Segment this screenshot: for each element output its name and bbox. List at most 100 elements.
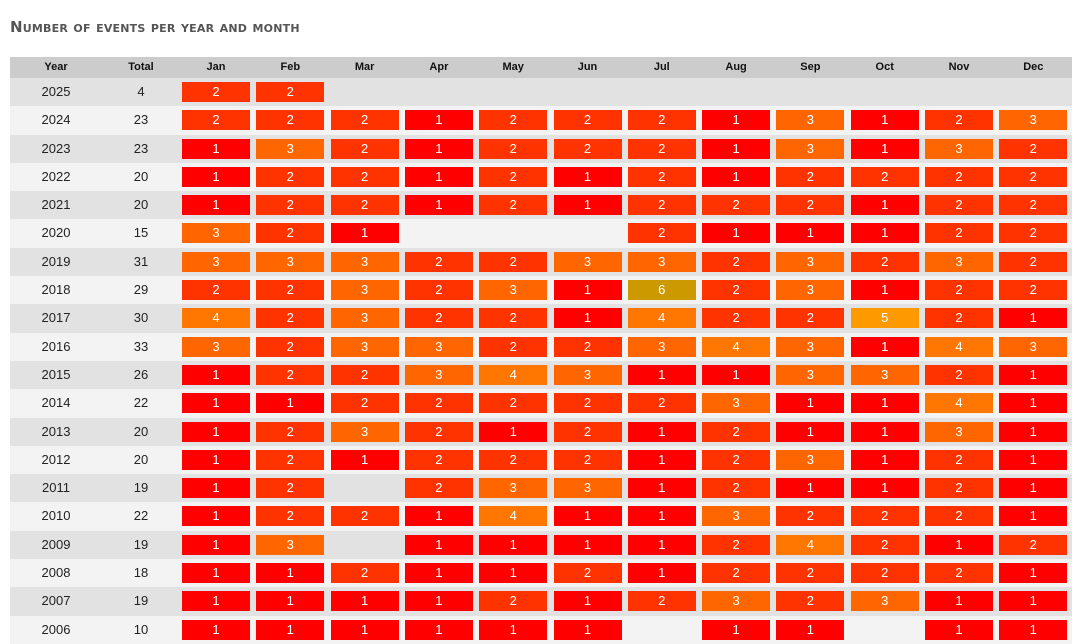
event-count-cell[interactable]: 2	[702, 251, 771, 272]
event-count-cell[interactable]: 2	[850, 534, 919, 555]
event-count-cell[interactable]: 2	[256, 336, 325, 357]
event-count-cell[interactable]: 1	[999, 364, 1068, 385]
event-count-cell[interactable]: 2	[553, 336, 622, 357]
event-count-cell[interactable]: 3	[182, 336, 250, 357]
event-count-cell[interactable]: 1	[999, 393, 1068, 414]
event-count-cell[interactable]: 1	[182, 393, 250, 414]
event-count-cell[interactable]: 6	[627, 280, 696, 301]
event-count-cell[interactable]: 2	[479, 251, 548, 272]
event-count-cell[interactable]: 1	[627, 478, 696, 499]
event-count-cell[interactable]: 3	[925, 251, 993, 272]
event-count-cell[interactable]: 1	[404, 110, 473, 131]
event-count-cell[interactable]: 2	[256, 478, 325, 499]
event-count-cell[interactable]: 2	[999, 195, 1068, 216]
event-count-cell[interactable]: 1	[925, 591, 993, 612]
event-count-cell[interactable]: 1	[256, 619, 325, 640]
event-count-cell[interactable]: 1	[776, 223, 845, 244]
event-count-cell[interactable]: 1	[776, 619, 845, 640]
event-count-cell[interactable]: 4	[182, 308, 250, 329]
event-count-cell[interactable]: 4	[479, 506, 548, 527]
event-count-cell[interactable]: 1	[553, 534, 622, 555]
event-count-cell[interactable]: 2	[925, 563, 993, 584]
event-count-cell[interactable]: 2	[330, 563, 399, 584]
event-count-cell[interactable]: 2	[627, 110, 696, 131]
event-count-cell[interactable]: 1	[776, 421, 845, 442]
event-count-cell[interactable]: 2	[999, 280, 1068, 301]
event-count-cell[interactable]: 1	[182, 421, 250, 442]
event-count-cell[interactable]: 1	[479, 563, 548, 584]
event-count-cell[interactable]: 1	[702, 364, 771, 385]
event-count-cell[interactable]: 3	[330, 251, 399, 272]
event-count-cell[interactable]: 3	[850, 591, 919, 612]
event-count-cell[interactable]: 1	[702, 166, 771, 187]
event-count-cell[interactable]: 3	[850, 364, 919, 385]
event-count-cell[interactable]: 3	[702, 591, 771, 612]
event-count-cell[interactable]: 2	[776, 166, 845, 187]
event-count-cell[interactable]: 2	[702, 421, 771, 442]
event-count-cell[interactable]: 3	[256, 534, 325, 555]
event-count-cell[interactable]: 1	[404, 138, 473, 159]
event-count-cell[interactable]: 3	[256, 251, 325, 272]
event-count-cell[interactable]: 2	[999, 166, 1068, 187]
event-count-cell[interactable]: 1	[182, 364, 250, 385]
event-count-cell[interactable]: 1	[404, 166, 473, 187]
event-count-cell[interactable]: 2	[702, 534, 771, 555]
event-count-cell[interactable]: 1	[182, 449, 250, 470]
event-count-cell[interactable]: 2	[925, 308, 993, 329]
event-count-cell[interactable]: 2	[256, 364, 325, 385]
event-count-cell[interactable]: 1	[330, 619, 399, 640]
event-count-cell[interactable]: 3	[404, 364, 473, 385]
event-count-cell[interactable]: 1	[404, 195, 473, 216]
event-count-cell[interactable]: 2	[182, 110, 250, 131]
event-count-cell[interactable]: 3	[553, 251, 622, 272]
event-count-cell[interactable]: 2	[925, 364, 993, 385]
event-count-cell[interactable]: 2	[925, 280, 993, 301]
event-count-cell[interactable]: 1	[479, 619, 548, 640]
event-count-cell[interactable]: 3	[776, 138, 845, 159]
event-count-cell[interactable]: 4	[776, 534, 845, 555]
event-count-cell[interactable]: 1	[850, 421, 919, 442]
event-count-cell[interactable]: 1	[850, 110, 919, 131]
event-count-cell[interactable]: 1	[999, 308, 1068, 329]
event-count-cell[interactable]: 1	[182, 619, 250, 640]
event-count-cell[interactable]: 2	[330, 110, 399, 131]
event-count-cell[interactable]: 1	[627, 534, 696, 555]
event-count-cell[interactable]: 3	[627, 251, 696, 272]
event-count-cell[interactable]: 2	[627, 138, 696, 159]
event-count-cell[interactable]: 2	[404, 449, 473, 470]
event-count-cell[interactable]: 2	[479, 591, 548, 612]
event-count-cell[interactable]: 2	[404, 280, 473, 301]
event-count-cell[interactable]: 1	[627, 563, 696, 584]
event-count-cell[interactable]: 3	[702, 393, 771, 414]
event-count-cell[interactable]: 2	[627, 393, 696, 414]
event-count-cell[interactable]: 1	[330, 591, 399, 612]
event-count-cell[interactable]: 2	[627, 166, 696, 187]
event-count-cell[interactable]: 1	[553, 506, 622, 527]
event-count-cell[interactable]: 1	[553, 591, 622, 612]
event-count-cell[interactable]: 3	[702, 506, 771, 527]
event-count-cell[interactable]: 1	[627, 421, 696, 442]
event-count-cell[interactable]: 2	[256, 449, 325, 470]
event-count-cell[interactable]: 1	[182, 138, 250, 159]
event-count-cell[interactable]: 1	[404, 563, 473, 584]
event-count-cell[interactable]: 2	[925, 223, 993, 244]
event-count-cell[interactable]: 3	[182, 251, 250, 272]
event-count-cell[interactable]: 2	[702, 478, 771, 499]
event-count-cell[interactable]: 1	[182, 563, 250, 584]
event-count-cell[interactable]: 3	[776, 364, 845, 385]
event-count-cell[interactable]: 2	[999, 251, 1068, 272]
event-count-cell[interactable]: 2	[479, 449, 548, 470]
event-count-cell[interactable]: 2	[256, 195, 325, 216]
event-count-cell[interactable]: 2	[925, 166, 993, 187]
event-count-cell[interactable]: 4	[627, 308, 696, 329]
event-count-cell[interactable]: 2	[553, 110, 622, 131]
event-count-cell[interactable]: 3	[776, 251, 845, 272]
event-count-cell[interactable]: 1	[850, 280, 919, 301]
event-count-cell[interactable]: 2	[999, 534, 1068, 555]
event-count-cell[interactable]: 2	[256, 308, 325, 329]
event-count-cell[interactable]: 3	[330, 336, 399, 357]
event-count-cell[interactable]: 3	[776, 280, 845, 301]
event-count-cell[interactable]: 4	[925, 336, 993, 357]
event-count-cell[interactable]: 1	[850, 336, 919, 357]
event-count-cell[interactable]: 2	[330, 166, 399, 187]
